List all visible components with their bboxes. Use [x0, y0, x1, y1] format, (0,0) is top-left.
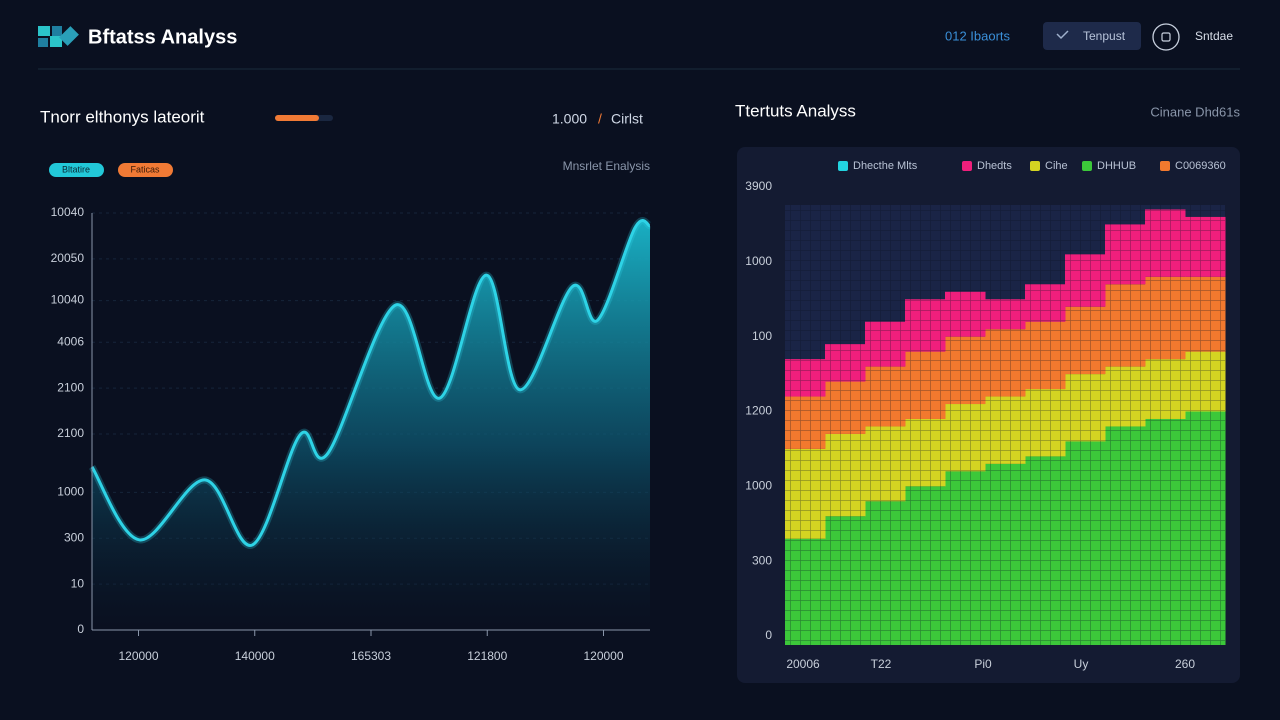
area-fill	[92, 220, 650, 631]
badge-label[interactable]: Bltatire	[62, 164, 90, 174]
user-icon[interactable]	[1152, 23, 1180, 51]
line-chart: 0 10 300 1000 2100 2100 4006 10040 20050 10040 120…	[51, 205, 652, 663]
logo	[38, 26, 79, 47]
badge[interactable]	[118, 163, 173, 177]
x-tick-label: 121800	[467, 649, 507, 663]
metric-separator: /	[598, 111, 602, 127]
legend-swatch	[962, 161, 972, 171]
x-tick-label: 260	[1175, 657, 1195, 671]
x-tick-label: 120000	[583, 649, 623, 663]
y-tick-label: 300	[64, 530, 84, 544]
panel-caption: Mnsrlet Enalysis	[563, 159, 650, 173]
y-tick-label: 300	[752, 553, 772, 567]
button[interactable]: Tenpust	[1043, 22, 1141, 50]
cell-grid	[785, 205, 1225, 645]
legend-label: DHHUB	[1097, 160, 1136, 172]
nav-link[interactable]: 012 Ibaorts	[945, 28, 1011, 43]
panel-title: Ttertuts Analyss	[735, 101, 856, 120]
button-label[interactable]: Tenpust	[1083, 29, 1126, 43]
legend-swatch	[1160, 161, 1170, 171]
panel-title: Tnorr elthonys lateorit	[40, 107, 205, 126]
y-tick-label: 1000	[745, 254, 772, 268]
metric-value: 1.000	[552, 111, 587, 127]
y-tick-label: 1000	[57, 485, 84, 499]
x-tick-label: 120000	[118, 649, 158, 663]
user-name[interactable]: Sntdae	[1195, 29, 1233, 43]
y-tick-label: 2100	[57, 380, 84, 394]
y-tick-label: 3900	[745, 179, 772, 193]
legend-swatch	[1030, 161, 1040, 171]
badge-label[interactable]: Faticas	[130, 164, 160, 174]
legend-label: Dhecthe Mlts	[853, 160, 918, 172]
x-tick-label: Pi0	[974, 657, 992, 671]
panel-caption: Cinane Dhd61s	[1150, 104, 1240, 119]
x-tick-label: 20006	[786, 657, 820, 671]
metric-unit: Cirlst	[611, 111, 643, 127]
y-tick-label: 0	[765, 628, 772, 642]
y-tick-label: 20050	[51, 251, 85, 265]
y-tick-label: 10040	[51, 293, 85, 307]
y-tick-label: 1000	[745, 479, 772, 493]
y-tick-label: 0	[77, 622, 84, 636]
stacked-area-chart: 0 300 1000 1200 100 1000 3900 20006 T22 Pi0 Uy 260 D…	[745, 160, 1225, 671]
progress-bar	[275, 115, 319, 121]
y-tick-label: 10	[71, 576, 85, 590]
legend-label: Dhedts	[977, 160, 1012, 172]
legend-label: C0069360	[1175, 160, 1226, 172]
y-tick-label: 1200	[745, 404, 772, 418]
y-tick-label: 2100	[57, 426, 84, 440]
app-title: Bftatss Analyss	[88, 26, 237, 48]
x-tick-label: 165303	[351, 649, 391, 663]
legend-swatch	[838, 161, 848, 171]
y-tick-label: 10040	[51, 205, 85, 219]
x-tick-label: Uy	[1074, 657, 1089, 671]
x-tick-label: T22	[871, 657, 892, 671]
legend-label: Cihe	[1045, 160, 1068, 172]
line	[90, 219, 651, 547]
x-tick-label: 140000	[235, 649, 275, 663]
legend-swatch	[1082, 161, 1092, 171]
y-tick-label: 4006	[57, 334, 84, 348]
y-tick-label: 100	[752, 329, 772, 343]
badge[interactable]	[49, 163, 104, 177]
